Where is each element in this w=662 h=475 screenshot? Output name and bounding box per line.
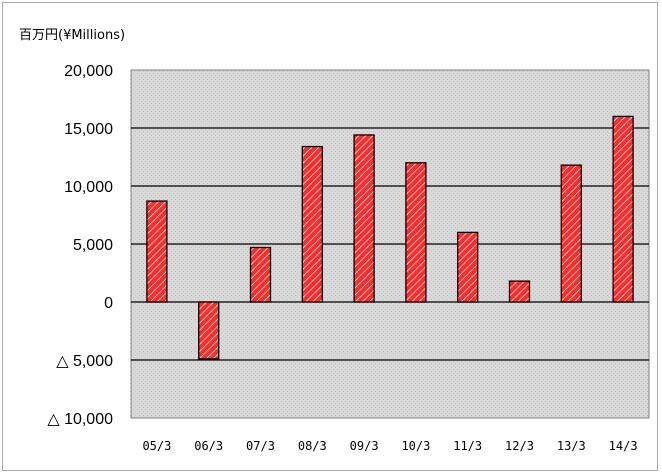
bar-05-3 xyxy=(146,200,168,303)
y-tick-label: 20,000 xyxy=(64,63,113,80)
y-tick-label: 15,000 xyxy=(64,121,113,138)
bar-07-3 xyxy=(249,246,272,303)
chart-frame: 百万円(¥Millions) 20,000 15,000 10,000 5,000 0 △… xyxy=(2,2,658,471)
x-tick-label: 10/3 xyxy=(401,439,430,453)
bar-chart: 百万円(¥Millions) 20,000 15,000 10,000 5,000 0 △… xyxy=(19,28,650,453)
bar-09-3 xyxy=(353,134,375,303)
bar-06-3 xyxy=(198,301,220,360)
bar-08-3 xyxy=(301,145,323,303)
bar-12-3 xyxy=(508,280,531,303)
y-tick-label: △ 10,000 xyxy=(47,411,113,428)
x-tick-label: 08/3 xyxy=(298,439,327,453)
y-tick-label: 10,000 xyxy=(64,179,113,196)
y-tick-label: △ 5,000 xyxy=(56,353,113,370)
x-tick-label: 06/3 xyxy=(194,439,223,453)
x-tick-label: 09/3 xyxy=(350,439,379,453)
x-tick-label: 14/3 xyxy=(609,439,638,453)
x-tick-label: 12/3 xyxy=(505,439,534,453)
x-tick-label: 05/3 xyxy=(142,439,171,453)
bar-10-3 xyxy=(405,162,427,303)
unit-label: 百万円(¥Millions) xyxy=(19,28,125,43)
bar-11-3 xyxy=(457,231,479,303)
x-tick-label: 07/3 xyxy=(246,439,275,453)
bar-13-3 xyxy=(560,164,582,303)
x-tick-label: 13/3 xyxy=(557,439,586,453)
bar-14-3 xyxy=(612,115,634,303)
y-tick-label: 5,000 xyxy=(73,237,113,254)
y-tick-label: 0 xyxy=(104,295,113,312)
x-tick-label: 11/3 xyxy=(453,439,482,453)
